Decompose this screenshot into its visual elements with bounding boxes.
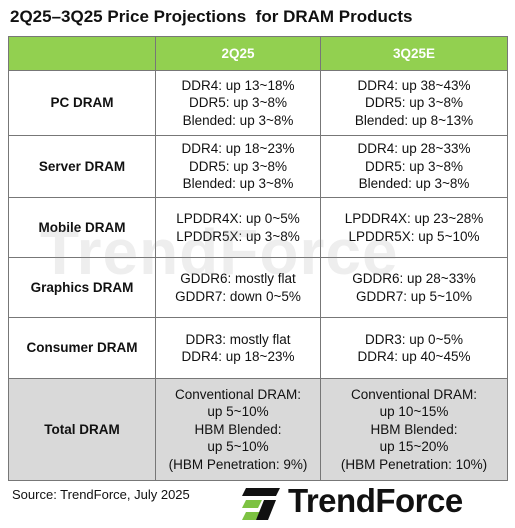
- cell-line: HBM Blended:: [370, 421, 458, 437]
- cell-line: (HBM Penetration: 10%): [340, 456, 488, 472]
- cell-line: Conventional DRAM:: [350, 386, 478, 402]
- table-row: Graphics DRAM GDDR6: mostly flat GDDR7: do…: [8, 257, 508, 318]
- table-row: PC DRAM DDR4: up 13~18% DDR5: up 3~8% Blend…: [8, 70, 508, 136]
- table-cell: DDR4: up 38~43% DDR5: up 3~8% Blended: up …: [320, 70, 508, 136]
- cell-line: Blended: up 3~8%: [182, 176, 294, 192]
- table-row: Mobile DRAM LPDDR4X: up 0~5% LPDDR5X: up 3…: [8, 197, 508, 258]
- cell-line: Blended: up 8~13%: [354, 112, 474, 128]
- header-cell: 3Q25E: [320, 36, 508, 71]
- cell-line: (HBM Penetration: 9%): [168, 456, 308, 472]
- header-cell: [8, 36, 156, 71]
- header-cell: 2Q25: [155, 36, 321, 71]
- table-cell: LPDDR4X: up 23~28% LPDDR5X: up 5~10%: [320, 197, 508, 258]
- cell-line: up 15~20%: [379, 439, 449, 455]
- cell-line: DDR3: up 0~5%: [365, 331, 463, 347]
- cell-line: DDR5: up 3~8%: [189, 95, 287, 111]
- cell-line: Blended: up 3~8%: [358, 176, 470, 192]
- table-row: Total DRAM Conventional DRAM: up 5~10% HBM …: [8, 378, 508, 481]
- table-cell: Conventional DRAM: up 10~15% HBM Blended: u…: [320, 378, 508, 481]
- cell-line: up 5~10%: [207, 439, 269, 455]
- row-label: Consumer DRAM: [8, 317, 156, 379]
- cell-line: up 5~10%: [207, 404, 269, 420]
- cell-line: LPDDR4X: up 23~28%: [344, 211, 484, 226]
- table-cell: LPDDR4X: up 0~5% LPDDR5X: up 3~8%: [155, 197, 321, 258]
- table-row: Server DRAM DDR4: up 18~23% DDR5: up 3~8% B…: [8, 135, 508, 198]
- cell-line: DDR5: up 3~8%: [189, 158, 287, 174]
- row-label: Graphics DRAM: [8, 257, 156, 318]
- cell-line: Conventional DRAM:: [174, 386, 302, 402]
- table-cell: DDR4: up 18~23% DDR5: up 3~8% Blended: up …: [155, 135, 321, 198]
- table-row: Consumer DRAM DDR3: mostly flat DDR4: up 1…: [8, 317, 508, 379]
- row-label: Total DRAM: [8, 378, 156, 481]
- logo-text: TrendForce: [288, 482, 463, 519]
- cell-line: LPDDR5X: up 5~10%: [348, 228, 480, 244]
- cell-line: Blended: up 3~8%: [182, 112, 294, 128]
- cell-line: GDDR6: up 28~33%: [352, 271, 476, 286]
- cell-line: DDR5: up 3~8%: [365, 158, 463, 174]
- title: 2Q25–3Q25 Price Projections for DRAM Pro…: [10, 7, 413, 26]
- logo-icon: [242, 488, 280, 520]
- cell-line: GDDR7: down 0~5%: [175, 288, 301, 304]
- cell-line: GDDR7: up 5~10%: [356, 288, 472, 304]
- cell-line: GDDR6: mostly flat: [180, 271, 296, 286]
- table-cell: GDDR6: up 28~33% GDDR7: up 5~10%: [320, 257, 508, 318]
- table-cell: DDR4: up 13~18% DDR5: up 3~8% Blended: up …: [155, 70, 321, 136]
- cell-line: DDR3: mostly flat: [185, 331, 291, 347]
- row-label: Mobile DRAM: [8, 197, 156, 258]
- price-table: 2Q25 3Q25E PC DRAM DDR4: up 13~18% DDR5: up …: [8, 36, 508, 481]
- table-cell: DDR3: up 0~5% DDR4: up 40~45%: [320, 317, 508, 379]
- cell-line: DDR4: up 18~23%: [181, 349, 295, 364]
- cell-line: DDR4: up 40~45%: [357, 349, 471, 364]
- source-note: Source: TrendForce, July 2025: [12, 487, 190, 502]
- cell-line: DDR4: up 38~43%: [357, 77, 471, 93]
- cell-line: up 10~15%: [379, 404, 449, 420]
- header-row: 2Q25 3Q25E: [8, 36, 508, 71]
- cell-line: LPDDR5X: up 3~8%: [176, 228, 300, 244]
- table-cell: DDR4: up 28~33% DDR5: up 3~8% Blended: up …: [320, 135, 508, 198]
- cell-line: HBM Blended:: [194, 421, 282, 437]
- cell-line: DDR5: up 3~8%: [365, 95, 463, 111]
- row-label: PC DRAM: [8, 70, 156, 136]
- row-label: Server DRAM: [8, 135, 156, 198]
- cell-line: DDR4: up 13~18%: [181, 77, 295, 93]
- cell-line: DDR4: up 28~33%: [357, 141, 471, 157]
- cell-line: LPDDR4X: up 0~5%: [176, 211, 300, 226]
- table-cell: DDR3: mostly flat DDR4: up 18~23%: [155, 317, 321, 379]
- cell-line: DDR4: up 18~23%: [181, 141, 295, 157]
- table-cell: Conventional DRAM: up 5~10% HBM Blended: up…: [155, 378, 321, 481]
- table-cell: GDDR6: mostly flat GDDR7: down 0~5%: [155, 257, 321, 318]
